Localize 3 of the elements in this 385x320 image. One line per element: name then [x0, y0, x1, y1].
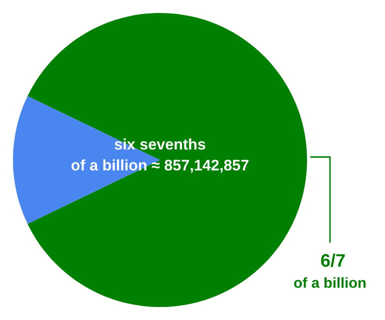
pie-slice	[28, 12, 308, 308]
text: of a billion	[294, 277, 366, 288]
text: 6/7	[321, 254, 345, 268]
